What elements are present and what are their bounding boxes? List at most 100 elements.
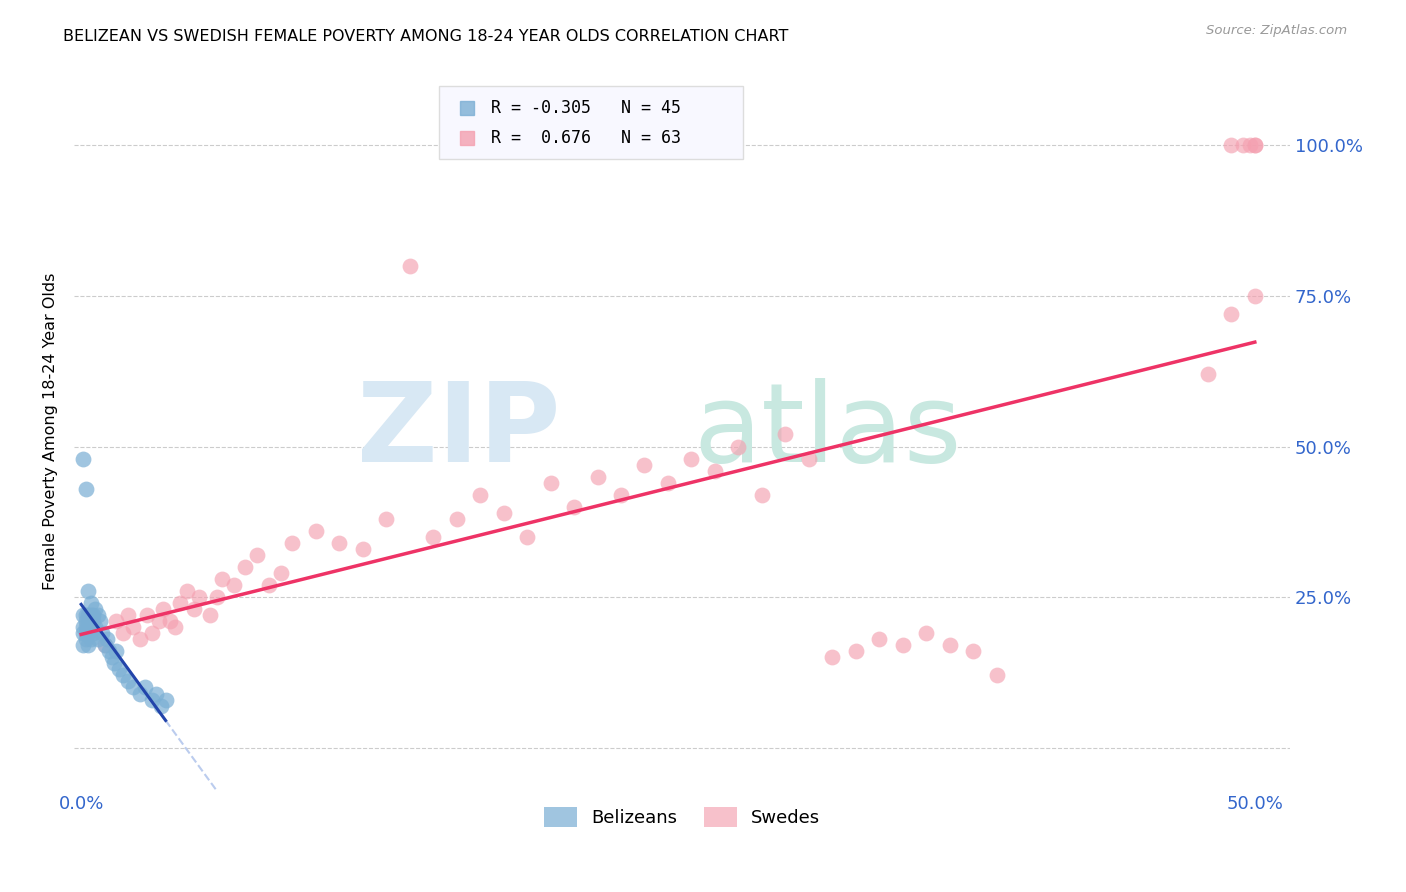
Point: [1220, 138, 1243, 153]
Point: [93, 638, 115, 652]
Point: [797, 451, 820, 466]
Point: [84, 602, 107, 616]
Point: [75, 614, 97, 628]
Point: [446, 512, 468, 526]
Point: [751, 488, 773, 502]
Point: [200, 608, 222, 623]
Point: [163, 620, 186, 634]
Point: [1220, 307, 1243, 321]
Point: [72, 620, 94, 634]
Point: [152, 602, 174, 616]
Point: [375, 512, 398, 526]
Text: R = -0.305   N = 45: R = -0.305 N = 45: [491, 99, 681, 117]
Point: [470, 488, 492, 502]
Point: [235, 560, 257, 574]
Point: [586, 469, 609, 483]
Point: [492, 506, 515, 520]
Point: [398, 259, 420, 273]
Point: [72, 451, 94, 466]
Point: [141, 692, 163, 706]
Point: [112, 626, 135, 640]
Legend: Belizeans, Swedes: Belizeans, Swedes: [537, 799, 827, 835]
Point: [1243, 138, 1265, 153]
Point: [703, 464, 725, 478]
Point: [75, 626, 97, 640]
Point: [86, 632, 108, 647]
Point: [75, 632, 97, 647]
Point: [1197, 368, 1219, 382]
Point: [84, 620, 107, 634]
Point: [681, 451, 703, 466]
Point: [135, 608, 157, 623]
Point: [82, 626, 104, 640]
Point: [149, 698, 172, 713]
Point: [962, 644, 984, 658]
Point: [117, 674, 139, 689]
Point: [657, 475, 679, 490]
Point: [1232, 138, 1254, 153]
Point: [77, 584, 100, 599]
Point: [352, 541, 374, 556]
Text: atlas: atlas: [693, 378, 962, 485]
Point: [82, 614, 104, 628]
Point: [77, 608, 100, 623]
Point: [105, 614, 128, 628]
Point: [72, 638, 94, 652]
Point: [75, 608, 97, 623]
Point: [141, 626, 163, 640]
Point: [96, 632, 118, 647]
Point: [207, 590, 229, 604]
Point: [128, 686, 150, 700]
Point: [868, 632, 890, 647]
Point: [155, 692, 177, 706]
Point: [257, 578, 280, 592]
Point: [86, 608, 108, 623]
Point: [100, 650, 122, 665]
Point: [134, 681, 156, 695]
Point: [845, 644, 868, 658]
Point: [148, 614, 170, 628]
Point: [1239, 138, 1261, 153]
Point: [91, 626, 114, 640]
Point: [516, 530, 538, 544]
Point: [562, 500, 585, 514]
Point: [75, 482, 97, 496]
Point: [1243, 138, 1265, 153]
Point: [187, 590, 209, 604]
Point: [93, 638, 115, 652]
Text: Source: ZipAtlas.com: Source: ZipAtlas.com: [1206, 24, 1347, 37]
Text: BELIZEAN VS SWEDISH FEMALE POVERTY AMONG 18-24 YEAR OLDS CORRELATION CHART: BELIZEAN VS SWEDISH FEMALE POVERTY AMONG…: [63, 29, 789, 45]
Point: [727, 440, 749, 454]
Point: [305, 524, 328, 538]
Point: [77, 620, 100, 634]
Point: [938, 638, 960, 652]
Point: [775, 427, 797, 442]
Point: [79, 632, 101, 647]
Point: [211, 572, 233, 586]
Point: [610, 488, 633, 502]
Point: [89, 614, 111, 628]
Point: [328, 536, 350, 550]
Point: [422, 530, 444, 544]
Point: [821, 650, 844, 665]
Point: [72, 626, 94, 640]
Point: [112, 668, 135, 682]
Point: [169, 596, 191, 610]
Point: [77, 638, 100, 652]
Point: [103, 657, 125, 671]
Point: [246, 548, 269, 562]
Point: [633, 458, 655, 472]
Point: [915, 626, 938, 640]
Text: ZIP: ZIP: [357, 378, 561, 485]
Point: [159, 614, 181, 628]
Text: R =  0.676   N = 63: R = 0.676 N = 63: [491, 129, 681, 147]
Point: [121, 681, 143, 695]
Point: [75, 620, 97, 634]
Point: [77, 626, 100, 640]
Point: [117, 608, 139, 623]
Point: [1243, 289, 1265, 303]
Y-axis label: Female Poverty Among 18-24 Year Olds: Female Poverty Among 18-24 Year Olds: [44, 273, 58, 591]
FancyBboxPatch shape: [439, 86, 742, 159]
Point: [79, 608, 101, 623]
Point: [281, 536, 304, 550]
